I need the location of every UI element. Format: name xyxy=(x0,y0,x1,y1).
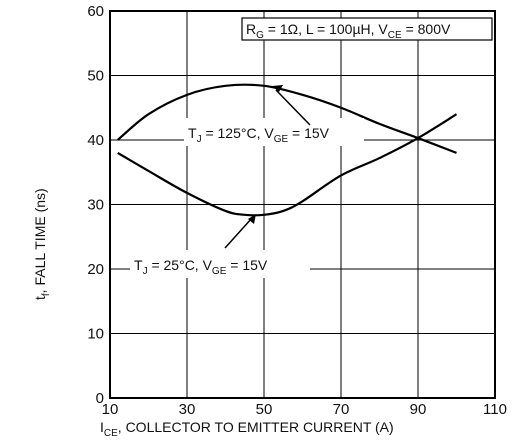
x-tick-label: 50 xyxy=(256,401,273,418)
callout-arrow-25c xyxy=(224,217,253,249)
arrowhead-125c xyxy=(272,85,283,92)
svg-text:RG = 1Ω, L = 100µH, VCE = 800V: RG = 1Ω, L = 100µH, VCE = 800V xyxy=(246,21,451,41)
x-axis-label: ICE, COLLECTOR TO EMITTER CURRENT (A) xyxy=(100,419,394,439)
plot-frame xyxy=(109,10,496,399)
x-tick-label: 30 xyxy=(179,401,196,418)
series-line-0 xyxy=(116,83,457,154)
callout-arrow-125c xyxy=(275,89,311,126)
series-lines xyxy=(116,83,458,217)
y-tick-label: 10 xyxy=(87,326,104,343)
series-label-25c: TJ = 25°C, VGE = 15V xyxy=(130,214,310,278)
y-tick-label: 30 xyxy=(87,197,104,214)
y-tick-label: 20 xyxy=(87,261,104,278)
x-tick-label: 90 xyxy=(410,401,427,418)
y-tick-label: 40 xyxy=(87,132,104,149)
series-label-125c: TJ = 125°C, VGE = 15V xyxy=(184,85,364,146)
x-tick-label: 70 xyxy=(333,401,350,418)
y-tick-label: 0 xyxy=(96,390,104,407)
series-line-1 xyxy=(117,113,458,217)
conditions-box: RG = 1Ω, L = 100µH, VCE = 800V xyxy=(241,17,493,41)
x-tick-label: 10 xyxy=(102,401,119,418)
y-tick-label: 50 xyxy=(87,68,104,85)
svg-text:TJ = 25°C, VGE = 15V: TJ = 25°C, VGE = 15V xyxy=(134,257,268,277)
svg-text:TJ = 125°C, VGE = 15V: TJ = 125°C, VGE = 15V xyxy=(188,125,330,145)
arrowhead-25c xyxy=(248,214,256,224)
y-tick-label: 60 xyxy=(87,3,104,20)
x-tick-label: 110 xyxy=(483,401,507,418)
grid xyxy=(110,11,495,398)
y-axis-label: tf, FALL TIME (ns) xyxy=(32,188,52,300)
